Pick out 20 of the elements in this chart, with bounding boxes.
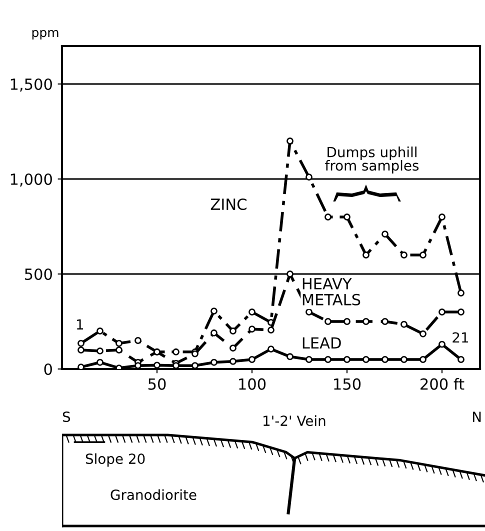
text: 1'-2' Vein (264, 415, 326, 426)
text: Slope 20 (86, 453, 145, 467)
text: Granodiorite (110, 489, 196, 500)
text: S (62, 412, 70, 422)
x-tick-label: 50 (148, 378, 166, 390)
annotation: 21 (452, 332, 468, 343)
annotation: 1 (76, 319, 83, 330)
y-tick-label: 500 (24, 268, 52, 280)
series-label: LEAD (302, 337, 341, 349)
y-axis-title: ppm (32, 30, 58, 40)
x-tick-label: 100 (239, 378, 266, 390)
y-tick-label: 1,000 (10, 173, 52, 187)
x-tick-label: 200 ft (420, 378, 464, 390)
y-tick-label: 0 (44, 363, 52, 376)
series-label: HEAVY METALS (302, 278, 360, 306)
x-tick-label: 150 (334, 378, 361, 390)
text: N (472, 412, 481, 422)
text: ZINC (210, 198, 246, 210)
annotation: Dumps uphill from samples (325, 146, 419, 174)
y-tick-label: 1,500 (10, 78, 52, 92)
